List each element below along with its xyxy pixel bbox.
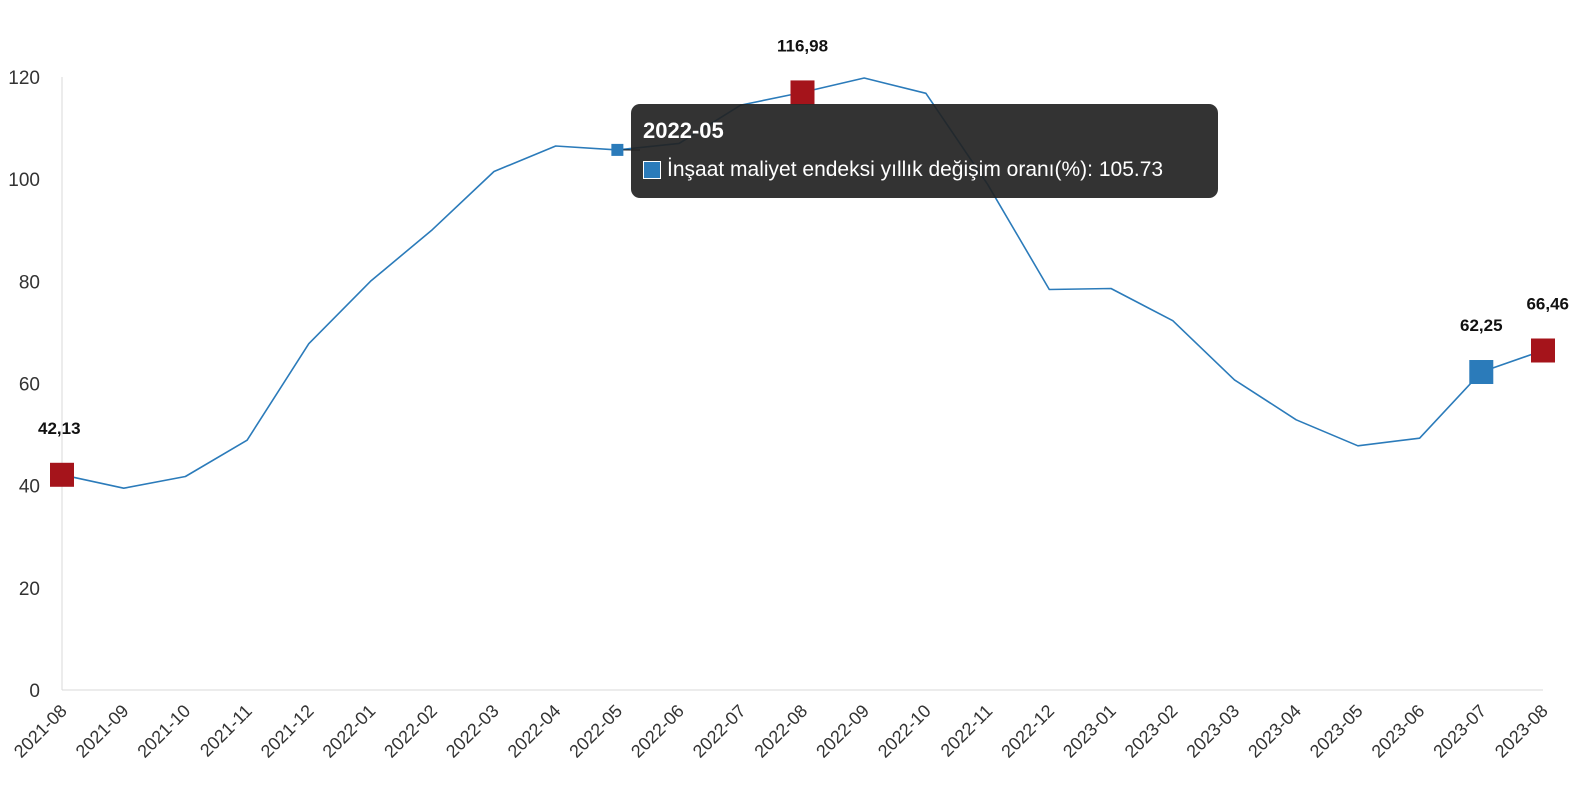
data-label: 116,98: [777, 36, 828, 55]
label-layer: 42,13 116,98 62,25 66,46: [38, 36, 1569, 437]
x-tick-label: 2021-08: [10, 701, 71, 762]
x-axis: 2021-08 2021-09 2021-10 2021-11 2021-12 2022-…: [10, 689, 1552, 762]
x-tick-label: 2022-06: [627, 701, 688, 762]
x-tick-label: 2021-12: [257, 701, 318, 762]
x-tick-label: 2021-09: [72, 701, 133, 762]
x-tick-label: 2022-08: [750, 701, 811, 762]
highlight-point-marker[interactable]: [1531, 338, 1555, 363]
x-tick-label: 2023-04: [1244, 701, 1305, 762]
x-tick-label: 2023-03: [1182, 701, 1243, 762]
x-tick-label: 2022-12: [997, 701, 1058, 762]
x-tick-label: 2022-02: [380, 701, 441, 762]
x-tick-label: 2022-01: [319, 701, 380, 762]
y-tick-label: 120: [8, 68, 40, 89]
x-tick-label: 2023-01: [1059, 701, 1120, 762]
marker-layer: [50, 80, 1555, 487]
x-tick-label: 2022-04: [504, 701, 565, 762]
data-label: 42,13: [38, 419, 81, 438]
hovered-point-marker[interactable]: [611, 143, 624, 156]
data-label: 66,46: [1526, 295, 1569, 314]
y-tick-label: 0: [29, 681, 40, 702]
x-tick-label: 2023-05: [1306, 701, 1367, 762]
x-tick-label: 2022-11: [937, 701, 997, 761]
y-tick-label: 40: [19, 477, 40, 498]
x-tick-label: 2023-02: [1121, 701, 1182, 762]
x-tick-label: 2022-09: [812, 701, 873, 762]
y-axis: 0 20 40 60 80 100 120: [8, 68, 63, 702]
x-tick-label: 2023-08: [1491, 701, 1552, 762]
y-tick-label: 100: [8, 170, 40, 191]
x-tick-label: 2022-10: [874, 701, 935, 762]
highlight-point-marker[interactable]: [790, 80, 815, 105]
chart-tooltip: 2022-05 İnşaat maliyet endeksi yıllık de…: [631, 104, 1218, 198]
x-tick-label: 2021-11: [196, 701, 256, 761]
y-tick-label: 20: [19, 579, 40, 600]
highlight-point-marker[interactable]: [50, 462, 74, 487]
x-tick-label: 2022-07: [689, 701, 750, 762]
x-tick-label: 2022-05: [565, 701, 626, 762]
x-tick-label: 2023-07: [1429, 701, 1490, 762]
x-tick-label: 2021-10: [133, 701, 194, 762]
y-tick-label: 80: [19, 272, 40, 293]
x-tick-label: 2022-03: [442, 701, 503, 762]
tooltip-title: 2022-05: [643, 118, 724, 143]
data-label: 62,25: [1460, 316, 1503, 335]
tooltip-text: İnşaat maliyet endeksi yıllık değişim or…: [667, 158, 1164, 181]
y-tick-label: 60: [19, 375, 40, 396]
tooltip-row: İnşaat maliyet endeksi yıllık değişim or…: [643, 157, 1206, 183]
tooltip-series-swatch: [643, 161, 661, 179]
x-tick-label: 2023-06: [1368, 701, 1429, 762]
highlight-point-marker[interactable]: [1469, 360, 1494, 385]
